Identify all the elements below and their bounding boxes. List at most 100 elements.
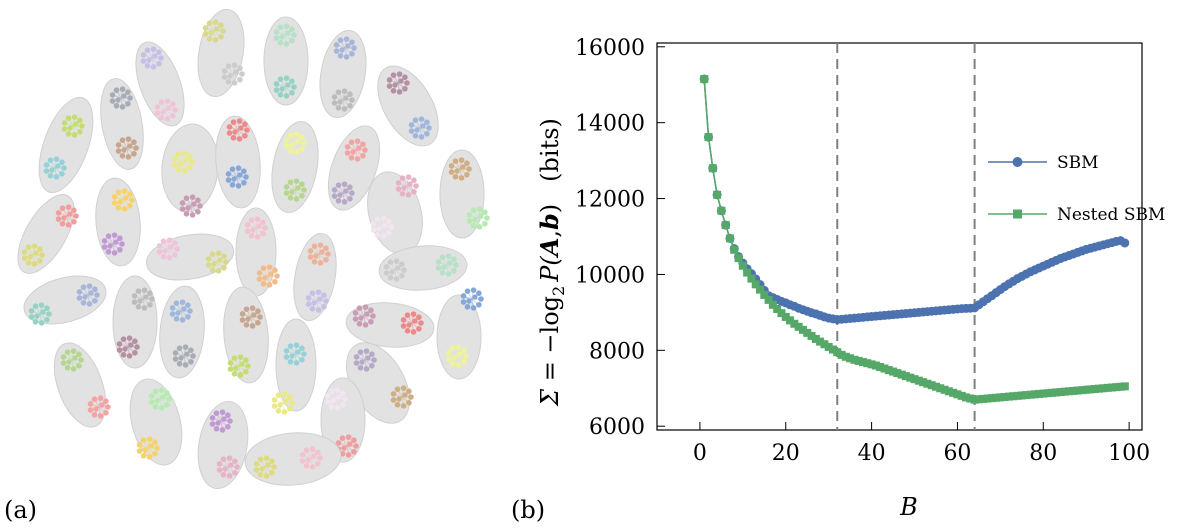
node-cluster xyxy=(171,150,195,174)
y-label-log: log xyxy=(536,296,564,334)
node-cluster xyxy=(331,181,355,205)
node-cluster xyxy=(239,305,263,329)
legend: SBM Nested SBM xyxy=(988,153,1165,225)
panel-b: 0 20 40 60 80 100 6000 8000 10000 12000 14000 16000… xyxy=(500,0,1178,528)
group-ellipse xyxy=(17,194,75,274)
node-cluster xyxy=(136,436,160,460)
data-point xyxy=(833,348,842,357)
data-point xyxy=(970,395,979,404)
y-tick-label: 6000 xyxy=(589,415,645,440)
data-point xyxy=(906,373,915,382)
node-cluster xyxy=(115,136,139,160)
data-point xyxy=(803,328,812,337)
data-point xyxy=(738,261,747,270)
node-cluster xyxy=(271,391,295,415)
data-point xyxy=(850,355,859,364)
data-point xyxy=(1052,388,1061,397)
node-cluster xyxy=(148,387,172,411)
data-point xyxy=(1047,388,1056,397)
data-point xyxy=(747,274,756,283)
node-cluster xyxy=(205,250,229,274)
node-group xyxy=(271,318,317,415)
node-group xyxy=(135,41,185,127)
node-cluster xyxy=(395,174,419,198)
node-cluster xyxy=(116,335,140,359)
node-cluster xyxy=(253,455,277,479)
node-cluster xyxy=(305,289,329,313)
plot-frame xyxy=(656,42,1143,431)
y-label-unit: (bits) xyxy=(536,118,564,182)
data-point xyxy=(760,290,769,299)
data-point xyxy=(983,394,992,403)
x-tick-label: 100 xyxy=(1108,441,1150,466)
node-group xyxy=(159,285,205,379)
data-point xyxy=(1013,391,1022,400)
node-cluster xyxy=(227,354,251,378)
data-point xyxy=(841,352,850,361)
y-label-sigma: Σ = − xyxy=(536,333,564,406)
y-tick-label: 16000 xyxy=(575,36,645,61)
data-point xyxy=(764,295,773,304)
data-point xyxy=(790,319,799,328)
node-cluster xyxy=(140,46,164,70)
y-label-comma: , xyxy=(536,230,564,238)
node-cluster xyxy=(111,188,135,212)
data-point xyxy=(756,285,765,294)
node-group xyxy=(263,16,309,106)
node-group xyxy=(23,275,107,326)
node-group xyxy=(319,30,367,118)
data-point xyxy=(786,316,795,325)
group-ellipse xyxy=(38,96,94,194)
node-group xyxy=(223,286,269,384)
data-point xyxy=(901,372,910,381)
data-point xyxy=(897,370,906,379)
node-cluster xyxy=(352,304,376,328)
data-point xyxy=(1056,388,1065,397)
data-point xyxy=(1116,382,1125,391)
node-cluster xyxy=(383,258,407,282)
data-point xyxy=(1112,383,1121,392)
node-group xyxy=(53,342,111,428)
node-cluster xyxy=(156,237,180,261)
y-tick-label: 12000 xyxy=(575,188,645,213)
data-point xyxy=(931,382,940,391)
node-group xyxy=(197,9,245,97)
plot-area xyxy=(656,42,1143,431)
node-group xyxy=(271,121,319,213)
data-point xyxy=(1099,384,1108,393)
data-point xyxy=(1073,386,1082,395)
data-point xyxy=(751,280,760,289)
node-cluster xyxy=(216,455,240,479)
data-point xyxy=(876,363,885,372)
node-cluster xyxy=(435,253,459,277)
node-cluster xyxy=(43,156,67,180)
node-cluster xyxy=(400,311,424,335)
data-point xyxy=(1000,392,1009,401)
y-label-b: b xyxy=(535,213,564,230)
x-tick-label: 60 xyxy=(943,441,971,466)
node-cluster xyxy=(109,86,133,110)
description-length-chart: 0 20 40 60 80 100 6000 8000 10000 12000 14000 16000… xyxy=(535,36,1165,521)
data-point xyxy=(1069,386,1078,395)
node-cluster xyxy=(60,348,84,372)
node-cluster xyxy=(335,434,359,458)
data-point xyxy=(1043,389,1052,398)
legend-label: SBM xyxy=(1057,153,1099,173)
node-group xyxy=(345,302,435,348)
x-tick-label: 20 xyxy=(772,441,800,466)
data-point xyxy=(1009,392,1018,401)
series-sbm xyxy=(699,74,1130,325)
data-point xyxy=(1030,390,1039,399)
data-point xyxy=(721,221,730,230)
node-group xyxy=(293,233,337,321)
panel-a xyxy=(0,0,500,528)
legend-entry: Nested SBM xyxy=(988,205,1165,225)
data-point xyxy=(1039,389,1048,398)
group-ellipse xyxy=(327,125,381,211)
data-point xyxy=(884,366,893,375)
data-point xyxy=(846,354,855,363)
node-cluster xyxy=(202,19,226,43)
data-point xyxy=(927,381,936,390)
data-point xyxy=(1095,384,1104,393)
data-point xyxy=(717,206,726,215)
